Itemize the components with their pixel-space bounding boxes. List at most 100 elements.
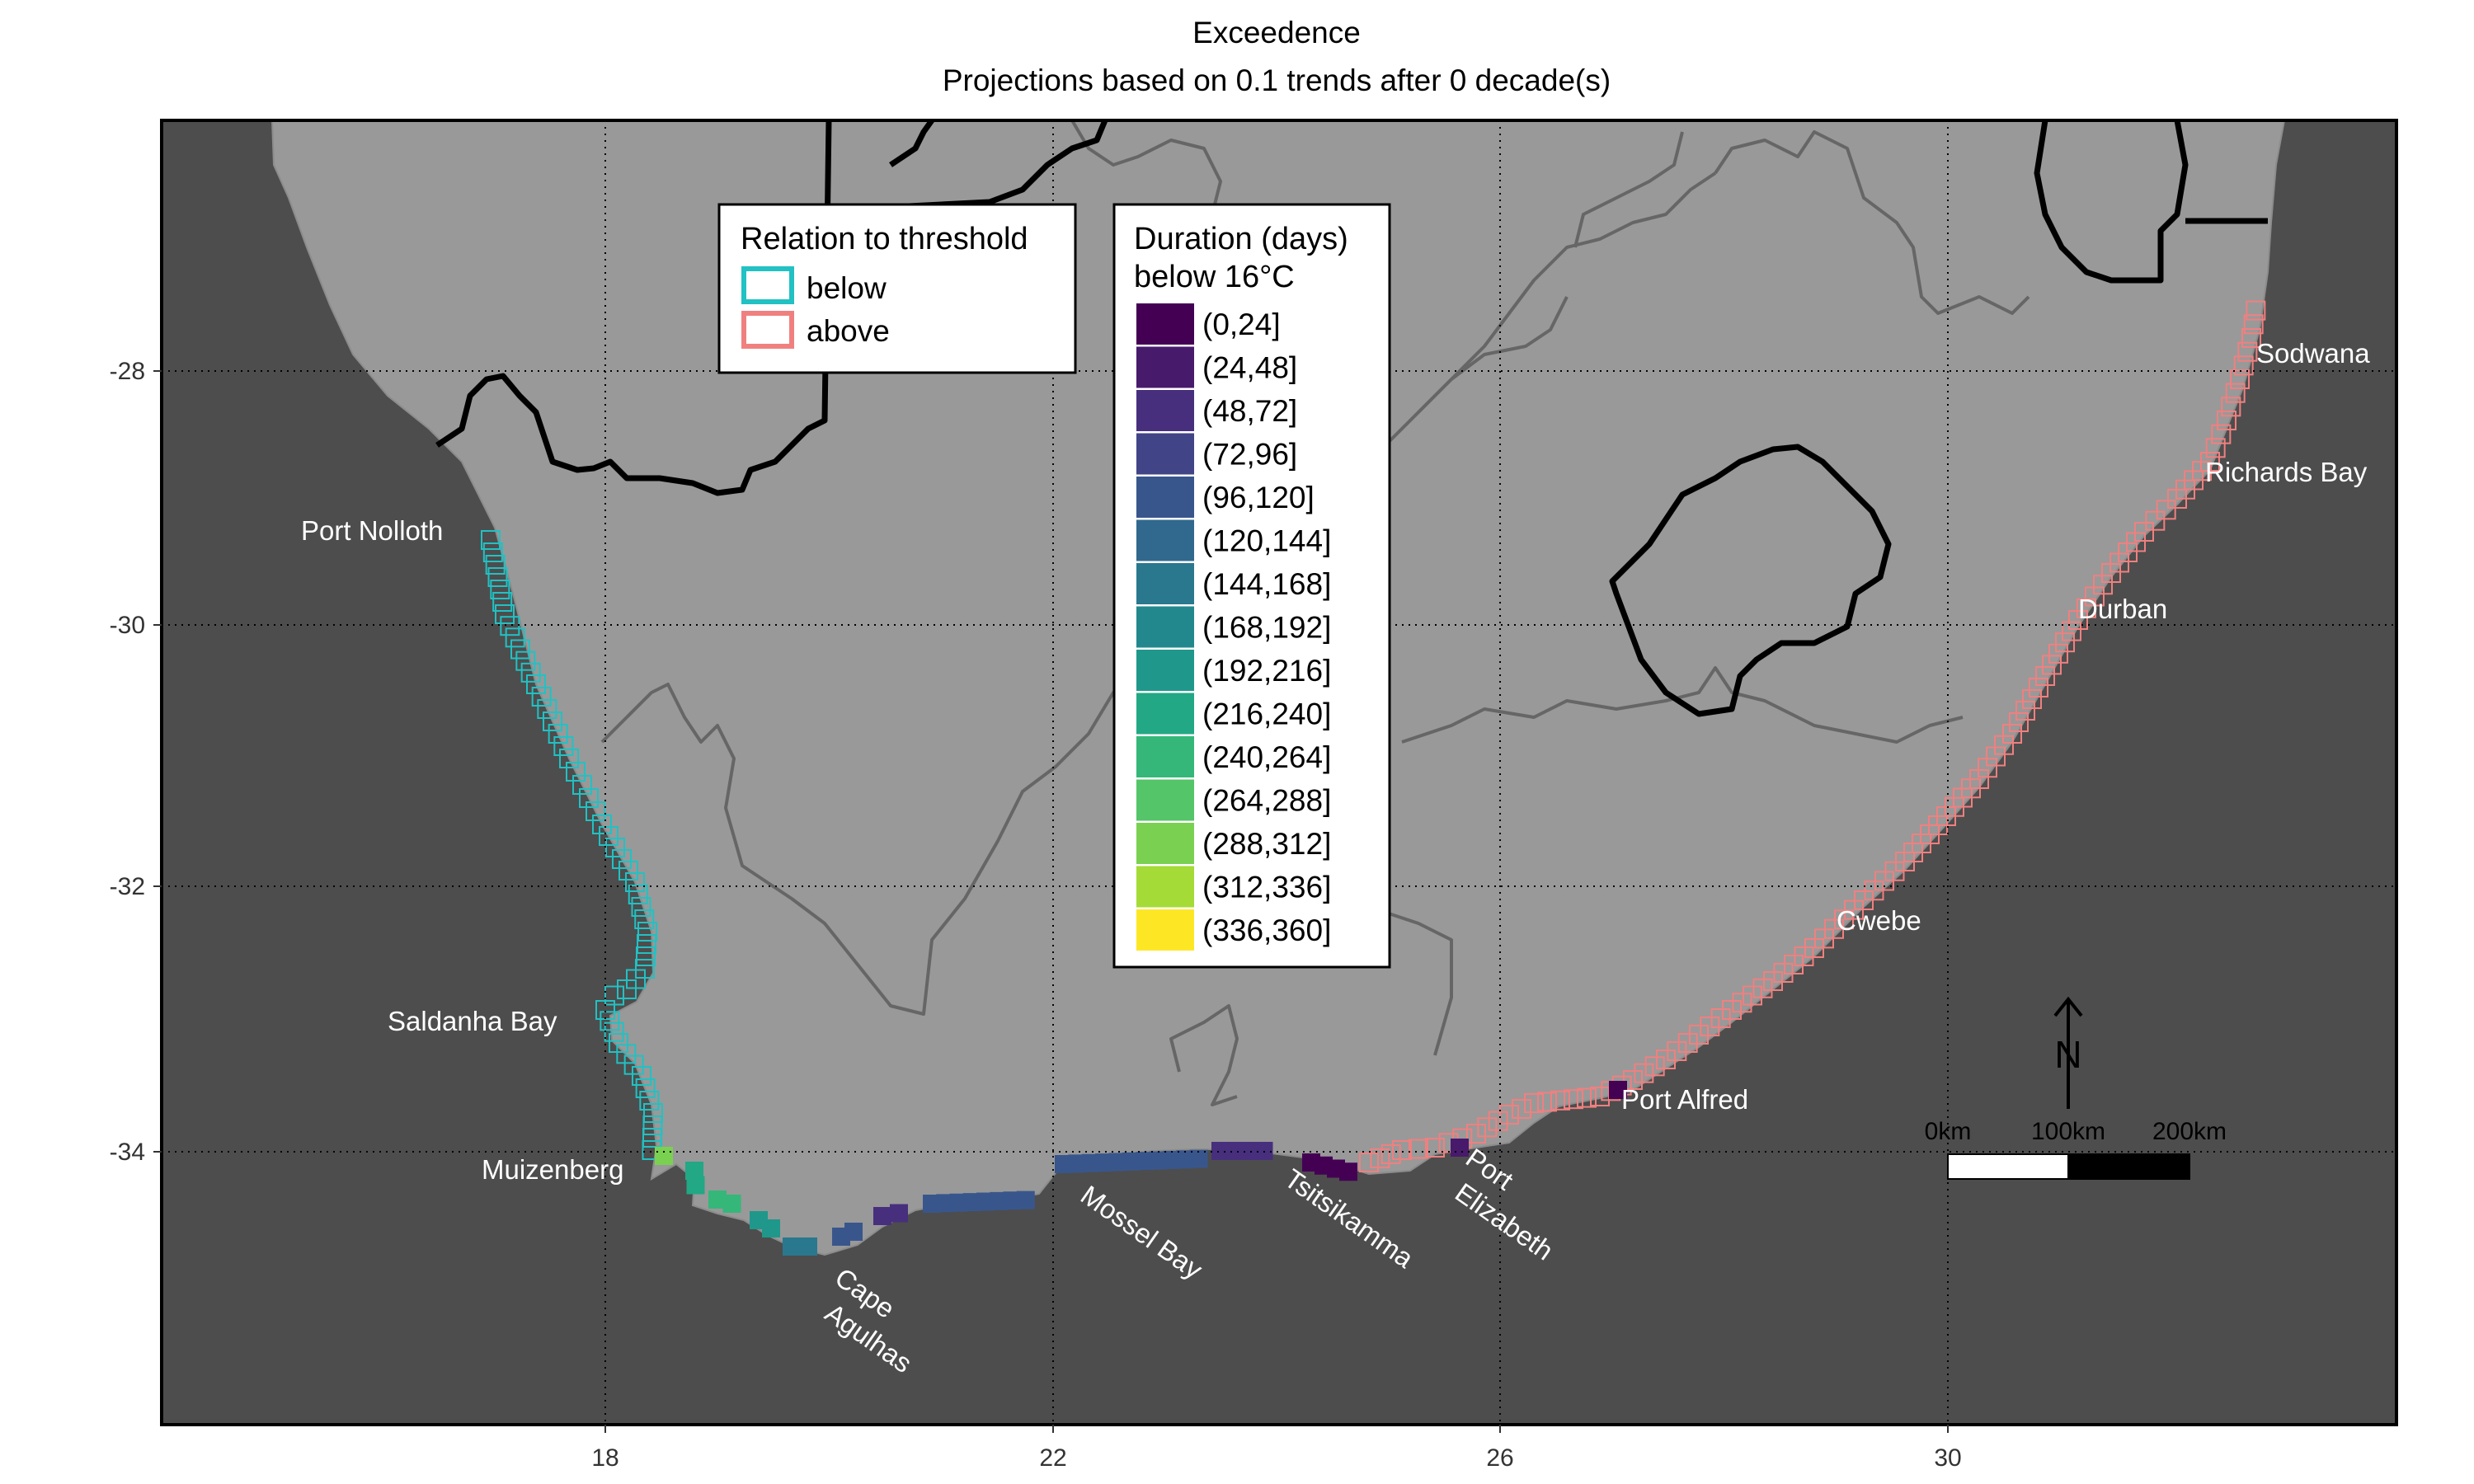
- scale-segment-black: [2067, 1153, 2190, 1180]
- legend-duration-title: Duration (days): [1134, 222, 1348, 256]
- threshold-cell: [537, 699, 557, 719]
- duration-cell: [873, 1207, 891, 1225]
- label-sodwana: Sodwana: [2256, 338, 2370, 369]
- legend-label-above: above: [807, 314, 890, 348]
- x-axis: [604, 1425, 1949, 1433]
- threshold-cell: [2211, 424, 2232, 444]
- threshold-cell: [617, 979, 637, 999]
- label-port-alfred: Port Alfred: [1621, 1084, 1748, 1115]
- legend-duration-key: [1136, 390, 1194, 431]
- threshold-cell: [625, 872, 645, 892]
- duration-cell: [1339, 1162, 1357, 1181]
- threshold-cell: [637, 922, 657, 942]
- threshold-cell: [609, 1033, 628, 1053]
- duration-cell: [1016, 1190, 1035, 1209]
- panel-border: [160, 119, 2398, 1426]
- legend-duration-label: (144,168]: [1202, 567, 1331, 601]
- threshold-cell: [2029, 678, 2048, 697]
- duration-cell: [799, 1237, 817, 1256]
- x-tick-label: 22: [1039, 1444, 1066, 1472]
- threshold-cell: [631, 897, 651, 917]
- duration-cell: [783, 1237, 801, 1256]
- legend-duration-key: [1136, 866, 1194, 908]
- threshold-cell: [623, 1054, 644, 1075]
- duration-cell: [722, 1195, 741, 1213]
- threshold-cell: [1359, 1153, 1379, 1172]
- y-tick-label: -32: [110, 873, 145, 900]
- threshold-cell: [2015, 701, 2035, 721]
- legend-duration-label: (120,144]: [1202, 524, 1331, 558]
- threshold-cell: [2035, 666, 2055, 686]
- x-tick-label: 18: [591, 1444, 618, 1472]
- duration-cell: [655, 1147, 673, 1165]
- threshold-cell: [1623, 1070, 1643, 1090]
- label-cwebe: Cwebe: [1837, 905, 1921, 936]
- legend-duration-key: [1136, 519, 1194, 561]
- threshold-cell: [481, 530, 501, 550]
- threshold-cell: [1466, 1124, 1486, 1144]
- scale-label-200: 200km: [2152, 1118, 2227, 1145]
- legend-duration-key: [1136, 303, 1194, 345]
- threshold-cell: [592, 815, 612, 834]
- duration-cell: [685, 1162, 703, 1180]
- legend-key-above: [741, 311, 794, 349]
- threshold-cell: [612, 849, 632, 869]
- threshold-cell: [1722, 1000, 1742, 1020]
- threshold-cell: [2243, 314, 2264, 335]
- threshold-cell: [2156, 500, 2176, 520]
- threshold-cell: [485, 555, 506, 575]
- threshold-cell: [2241, 328, 2261, 348]
- x-tick-label: 26: [1486, 1444, 1513, 1472]
- duration-cell: [686, 1176, 705, 1195]
- threshold-cell: [1634, 1063, 1654, 1083]
- map-panel: Port Nolloth Saldanha Bay Muizenberg Cap…: [162, 120, 2396, 1425]
- legend-duration-key: [1136, 650, 1194, 691]
- threshold-cell: [1743, 985, 1762, 1006]
- threshold-cell: [1577, 1087, 1597, 1108]
- threshold-cell: [1380, 1144, 1401, 1164]
- duration-cell: [1225, 1142, 1244, 1160]
- threshold-cell: [495, 604, 515, 624]
- duration-cell: [1451, 1139, 1469, 1157]
- threshold-cell: [643, 1103, 663, 1123]
- duration-cell: [1609, 1081, 1627, 1099]
- legend-duration-label: (240,264]: [1202, 740, 1331, 774]
- threshold-cell: [2145, 510, 2166, 531]
- legend-duration-label: (24,48]: [1202, 351, 1297, 385]
- duration-cell: [708, 1190, 727, 1209]
- threshold-cell: [505, 627, 525, 648]
- threshold-cell: [2217, 411, 2236, 430]
- threshold-cell: [635, 1078, 656, 1098]
- threshold-cell: [1370, 1148, 1390, 1168]
- legend-duration-label: (48,72]: [1202, 394, 1297, 428]
- legend-duration-key: [1136, 736, 1194, 777]
- threshold-cell: [490, 580, 510, 599]
- north-label: N: [2054, 1033, 2081, 1076]
- national-borders: [435, 120, 2268, 717]
- threshold-cell: [1564, 1089, 1583, 1110]
- map-title: Exceedence: [1192, 16, 1361, 49]
- threshold-cell: [632, 1066, 651, 1086]
- threshold-cell: [487, 567, 508, 587]
- threshold-cell: [618, 861, 638, 881]
- legend-relation-title: Relation to threshold: [741, 222, 1028, 256]
- threshold-cell: [1477, 1117, 1498, 1138]
- legend-duration-label: (192,216]: [1202, 654, 1331, 688]
- legend-duration-key: [1136, 823, 1194, 864]
- threshold-cell: [1524, 1093, 1544, 1113]
- threshold-cell: [2062, 621, 2081, 641]
- duration-cell: [1211, 1142, 1230, 1160]
- legend-label-below: below: [807, 271, 887, 305]
- legend-duration-label: (288,312]: [1202, 827, 1331, 861]
- legend-duration-label: (168,192]: [1202, 611, 1331, 645]
- threshold-cell: [526, 674, 546, 694]
- threshold-cell: [599, 826, 618, 846]
- legend-duration-label: (264,288]: [1202, 784, 1331, 818]
- threshold-cell: [1392, 1140, 1412, 1160]
- scale-label-0: 0km: [1925, 1118, 1972, 1145]
- y-tick-label: -34: [110, 1139, 145, 1166]
- threshold-cell: [2134, 522, 2154, 542]
- map-subtitle: Projections based on 0.1 trends after 0 …: [943, 63, 1611, 97]
- legend-duration-key: [1136, 563, 1194, 604]
